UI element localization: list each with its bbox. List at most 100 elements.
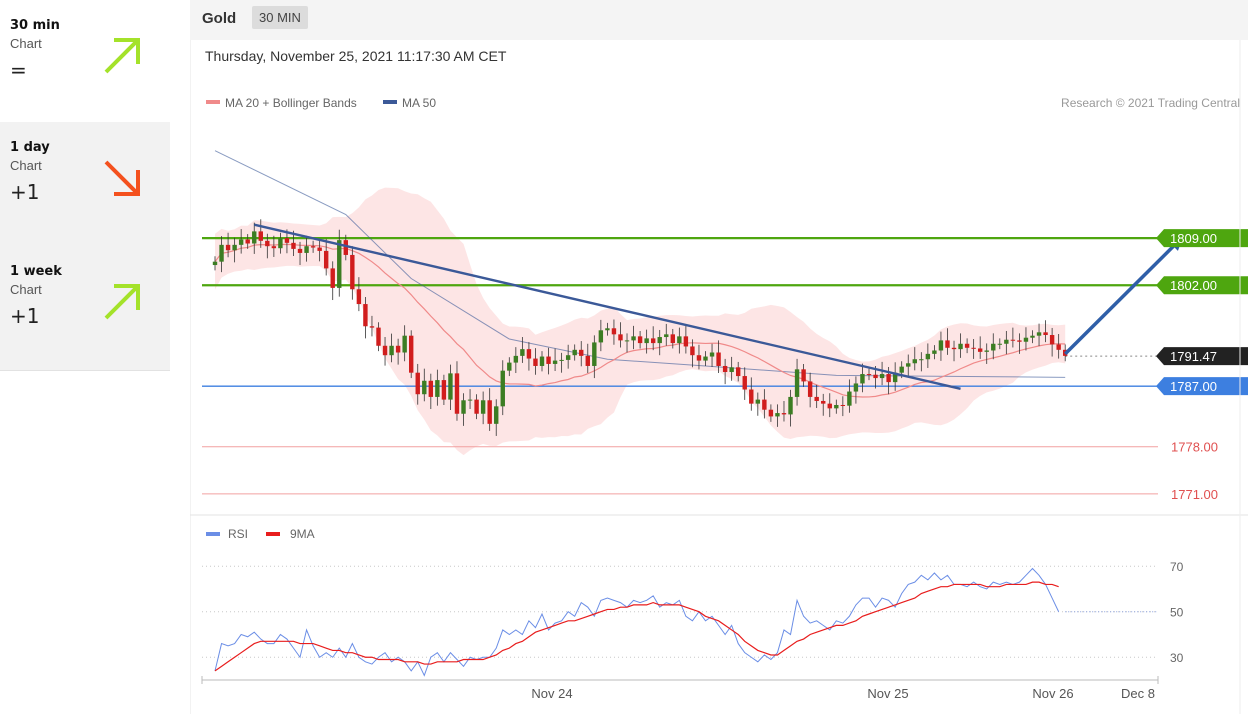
- candle: [422, 368, 427, 402]
- price-chart: 1809.00 1802.00 1791.47 1787.00 1778.00 1771.…: [190, 40, 1248, 714]
- candle-body: [337, 240, 342, 288]
- candle-body: [631, 336, 636, 341]
- candle: [441, 374, 447, 405]
- candle-body: [722, 365, 728, 373]
- candle: [912, 347, 917, 371]
- candle-body: [526, 349, 532, 359]
- candle: [448, 364, 453, 411]
- instrument-name: Gold: [202, 10, 237, 27]
- candle-body: [454, 373, 460, 414]
- candle-body: [330, 268, 335, 288]
- candle-body: [467, 399, 473, 401]
- candle-body: [709, 352, 715, 357]
- candle-body: [729, 367, 734, 373]
- bollinger-band: [215, 187, 1066, 456]
- period-1day[interactable]: 1 day Chart +1: [0, 122, 170, 247]
- candle: [278, 232, 283, 254]
- candle-body: [252, 231, 257, 244]
- candle: [546, 347, 551, 375]
- period-value: +1: [10, 180, 40, 204]
- candle-body: [382, 345, 388, 356]
- candle-body: [742, 376, 747, 390]
- candle: [703, 351, 708, 366]
- time-axis-label: Nov 25: [867, 686, 908, 701]
- candle-body: [284, 238, 290, 243]
- candle: [1017, 333, 1022, 354]
- candle-body: [768, 409, 774, 417]
- candle-body: [376, 327, 381, 346]
- candle-body: [984, 350, 989, 352]
- period-chart-link[interactable]: Chart: [10, 158, 42, 173]
- price-label-support: 1787.00: [1170, 379, 1217, 394]
- candle: [579, 341, 584, 367]
- price-label-resistance: 1802.00: [1170, 278, 1217, 293]
- candle-body: [847, 391, 852, 406]
- candle: [834, 399, 839, 414]
- candle-body: [402, 335, 407, 353]
- candle-body: [605, 328, 610, 331]
- candle-body: [657, 337, 662, 344]
- forecast-arrow-line: [1063, 243, 1177, 356]
- candle: [232, 237, 237, 263]
- timeframe-badge[interactable]: 30 MIN: [252, 6, 308, 29]
- candle: [860, 363, 865, 393]
- candle: [428, 373, 434, 410]
- candle-body: [788, 396, 793, 415]
- candle-body: [906, 363, 911, 367]
- period-chart-link[interactable]: Chart: [10, 36, 42, 51]
- period-30min[interactable]: 30 min Chart =: [0, 0, 170, 125]
- candle: [709, 343, 715, 367]
- candle: [539, 351, 545, 372]
- rsi-level-label: 70: [1170, 560, 1184, 574]
- ma50-line: [214, 150, 1066, 378]
- candle-body: [794, 369, 800, 397]
- candle: [821, 393, 826, 416]
- candle: [572, 344, 577, 361]
- candle: [520, 337, 525, 363]
- candle-body: [513, 355, 519, 363]
- candle: [238, 229, 244, 254]
- candle-body: [1049, 335, 1055, 345]
- candle-body: [494, 406, 499, 424]
- candle-body: [997, 343, 1002, 345]
- candle-body: [1043, 332, 1048, 336]
- candle-body: [814, 396, 819, 401]
- candle: [467, 389, 473, 410]
- candle-body: [539, 356, 545, 366]
- candle: [356, 277, 362, 312]
- candle: [951, 340, 957, 362]
- period-1week[interactable]: 1 week Chart +1: [0, 246, 170, 371]
- legend-swatch-rsi: [206, 532, 220, 536]
- candle-body: [762, 399, 767, 410]
- candle-body: [664, 334, 669, 338]
- legend-swatch-ma50: [383, 100, 397, 104]
- candle: [755, 392, 761, 416]
- candle-body: [696, 355, 702, 361]
- candle-body: [1010, 339, 1016, 341]
- candle-body: [480, 400, 486, 414]
- candle-body: [860, 374, 865, 384]
- candle: [323, 238, 329, 276]
- legend-label-rsi-ma: 9MA: [290, 527, 315, 541]
- candle: [938, 331, 944, 361]
- arrow-up-icon: [104, 284, 140, 320]
- legend-swatch-rsi-ma: [266, 532, 280, 536]
- price-label-bg-resistance: [1156, 229, 1248, 248]
- candle-body: [487, 400, 492, 424]
- candle-body: [258, 231, 263, 241]
- period-value: =: [10, 58, 27, 82]
- price-label-bg-resistance: [1156, 276, 1248, 295]
- candle-body: [1036, 332, 1042, 336]
- candle-body: [461, 400, 466, 414]
- candle-body: [886, 374, 891, 383]
- candle-body: [435, 380, 440, 397]
- candle: [382, 337, 388, 366]
- candle: [716, 340, 721, 374]
- candle: [964, 338, 970, 354]
- ma20-line: [214, 243, 1066, 398]
- period-chart-link[interactable]: Chart: [10, 282, 42, 297]
- time-axis-label: Dec 8: [1121, 686, 1155, 701]
- candle-body: [225, 244, 231, 251]
- candle-body: [552, 360, 558, 364]
- candle: [500, 360, 505, 416]
